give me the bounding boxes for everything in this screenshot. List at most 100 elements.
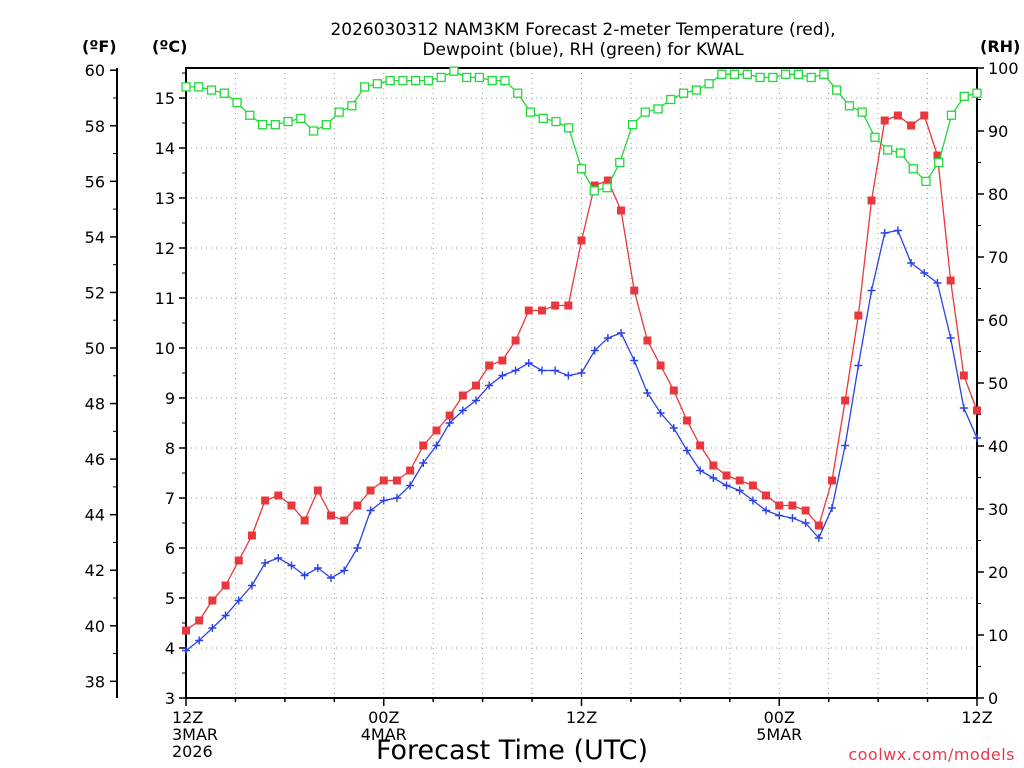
- rh-point: [206, 85, 217, 95]
- temperature-point: [709, 461, 718, 470]
- dewpoint-point: [287, 561, 296, 570]
- temperature-point: [973, 406, 981, 415]
- rh-point: [462, 72, 472, 83]
- temperature-point: [617, 206, 626, 215]
- dewpoint-point: [551, 366, 560, 375]
- rh-point: [513, 88, 523, 98]
- celsius-tick-label: 11: [155, 289, 175, 308]
- dewpoint-point: [669, 424, 678, 432]
- temperature-point: [643, 336, 652, 345]
- rh-series: [181, 66, 982, 196]
- dewpoint-point: [485, 381, 494, 390]
- rh-point: [832, 85, 842, 95]
- dewpoint-point: [762, 506, 771, 515]
- dewpoint-point: [946, 334, 955, 342]
- rh-point: [487, 75, 497, 86]
- rh-point: [844, 101, 855, 111]
- dewpoint-point: [682, 446, 691, 455]
- temperature-point: [656, 361, 665, 370]
- time-tick-label: 2026: [172, 742, 213, 761]
- rh-point: [704, 79, 714, 89]
- rh-tick-label: 70: [988, 248, 1008, 267]
- temperature-point: [182, 626, 190, 635]
- rh-point: [895, 148, 906, 158]
- temperature-point: [537, 306, 546, 315]
- fahrenheit-tick-label: 46: [85, 450, 105, 469]
- temperature-point: [669, 386, 678, 395]
- temperature-point: [946, 276, 955, 285]
- fahrenheit-ticks: 38 40 42 44 46 48 50 52 54 56 58 60: [85, 61, 117, 691]
- dewpoint-point: [406, 481, 415, 490]
- temperature-point: [208, 596, 217, 605]
- celsius-tick-label: 12: [155, 239, 175, 258]
- temperature-point: [827, 476, 836, 485]
- time-tick-label: 4MAR: [361, 725, 407, 744]
- dewpoint-point: [498, 371, 507, 380]
- temperature-point: [893, 111, 902, 120]
- rh-point: [474, 72, 485, 83]
- dewpoint-point: [867, 286, 876, 295]
- temperature-point: [748, 481, 757, 490]
- rh-tick-label: 50: [988, 374, 1008, 393]
- dewpoint-point: [182, 646, 190, 655]
- celsius-ticks: 3 4 5 6 7 8 9 10 11 12 13 14 15: [155, 72, 186, 708]
- fahrenheit-tick-label: 50: [85, 339, 105, 358]
- dewpoint-point: [537, 366, 546, 375]
- fahrenheit-tick-label: 54: [85, 228, 105, 247]
- rh-point: [551, 116, 561, 127]
- time-tick-label: 5MAR: [756, 725, 802, 744]
- fahrenheit-tick-label: 52: [85, 283, 105, 302]
- dewpoint-point: [643, 389, 652, 397]
- rh-point: [857, 107, 867, 117]
- rh-point: [666, 94, 676, 105]
- dewpoint-point: [709, 474, 718, 482]
- temperature-point: [841, 396, 850, 405]
- rh-point: [921, 176, 931, 187]
- temperature-point: [419, 441, 428, 450]
- rh-tick-label: 20: [988, 563, 1008, 582]
- rh-point: [270, 120, 280, 130]
- fahrenheit-tick-label: 42: [85, 561, 105, 580]
- rh-point: [283, 116, 293, 127]
- time-tick-label: 3MAR: [172, 725, 218, 744]
- dewpoint-point: [340, 566, 349, 575]
- rh-point: [717, 69, 727, 79]
- time-tick-label: 00Z: [764, 708, 795, 727]
- celsius-tick-label: 10: [155, 339, 175, 358]
- rh-point: [232, 98, 242, 108]
- temperature-point: [485, 361, 494, 370]
- fahrenheit-tick-label: 58: [85, 117, 105, 136]
- dewpoint-point: [564, 371, 573, 380]
- temperature-point: [274, 491, 283, 500]
- temperature-point: [472, 381, 481, 390]
- rh-point: [398, 75, 408, 86]
- fahrenheit-tick-label: 40: [85, 617, 105, 636]
- series-layer: [181, 66, 982, 655]
- dewpoint-point: [274, 554, 283, 562]
- rh-tick-label: 90: [988, 122, 1008, 141]
- dewpoint-point: [617, 329, 626, 337]
- dewpoint-point: [603, 334, 612, 342]
- rh-tick-label: 100: [988, 59, 1019, 78]
- rh-tick-label: 10: [988, 626, 1008, 645]
- rh-point: [245, 110, 255, 120]
- temperature-point: [511, 336, 520, 345]
- fahrenheit-tick-label: 56: [85, 172, 105, 191]
- dewpoint-point: [313, 564, 322, 572]
- temperature-point: [735, 476, 744, 485]
- dewpoint-point: [696, 466, 705, 475]
- dewpoint-point: [814, 534, 823, 542]
- time-tick-label: 12Z: [961, 708, 992, 727]
- temperature-point: [551, 301, 560, 310]
- temperature-point: [195, 616, 204, 625]
- chart-title-line-2: Dewpoint (blue), RH (green) for KWAL: [422, 40, 744, 60]
- rh-point: [576, 164, 587, 174]
- dewpoint-series: [182, 226, 981, 655]
- celsius-axis-label: (ºC): [152, 37, 187, 56]
- temperature-point: [458, 391, 467, 400]
- dewpoint-point: [234, 596, 243, 605]
- dewpoint-point: [261, 559, 270, 567]
- celsius-tick-label: 9: [165, 389, 175, 408]
- celsius-tick-label: 13: [155, 189, 175, 208]
